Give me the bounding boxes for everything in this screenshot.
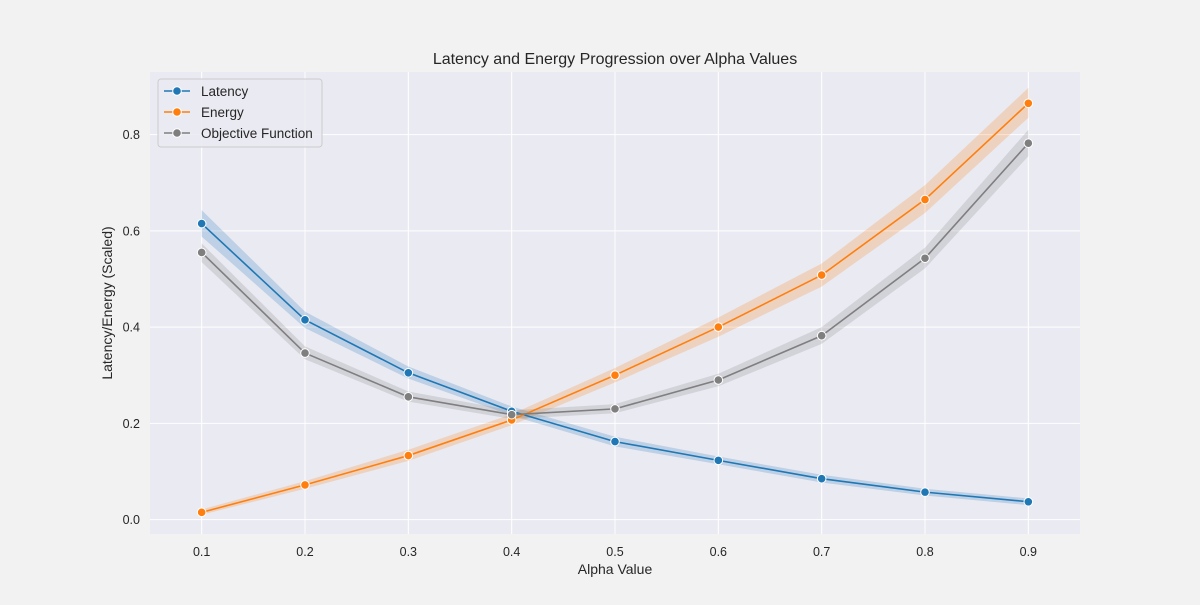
objective-function-point [920,253,930,264]
energy-point [920,194,930,205]
x-axis-label: Alpha Value [578,561,653,577]
grid-lines [150,72,1080,534]
legend: Latency Energy Objective Function [157,78,323,148]
series-points [196,98,1034,518]
objective-function-point [300,348,310,358]
latency-point [920,487,930,497]
x-tick-label: 0.9 [1020,545,1037,559]
y-axis-ticks: 0.0 0.2 0.4 0.6 0.8 [123,128,140,527]
energy-legend-marker [172,107,182,117]
latency-point [300,315,310,325]
energy-point [300,480,310,490]
y-tick-label: 0.2 [123,417,140,431]
x-tick-label: 0.2 [296,545,313,559]
y-tick-label: 0.6 [123,224,140,238]
x-tick-label: 0.6 [710,545,727,559]
x-axis-ticks: 0.1 0.2 0.3 0.4 0.5 0.6 0.7 0.8 0.9 [193,545,1037,559]
objective-function-point [403,392,414,402]
latency-point [1023,496,1034,507]
objective-function-legend-label: Objective Function [201,126,313,141]
x-tick-label: 0.8 [916,545,933,559]
y-tick-label: 0.8 [123,128,140,142]
y-tick-label: 0.0 [123,513,140,527]
objective-function-point [610,404,620,414]
energy-point [713,322,724,332]
chart-title: Latency and Energy Progression over Alph… [433,51,797,68]
y-axis-label: Latency/Energy (Scaled) [99,226,115,379]
energy-point [1023,98,1034,109]
energy-point [610,370,620,380]
objective-function-point [506,409,517,420]
x-tick-label: 0.1 [193,545,210,559]
y-tick-label: 0.4 [123,321,140,335]
legend-box [157,78,323,148]
latency-legend-label: Latency [201,84,249,99]
latency-point [713,455,724,466]
x-tick-label: 0.3 [400,545,417,559]
latency-legend-marker [172,86,182,96]
x-tick-label: 0.4 [503,545,520,559]
latency-point [196,218,207,229]
energy-point [196,507,207,518]
objective-function-point [196,247,207,258]
x-tick-label: 0.7 [813,545,830,559]
objective-function-point [713,375,724,385]
energy-point [403,450,414,461]
latency-point [403,367,414,378]
latency-point [816,473,827,484]
objective-function-point [816,330,827,341]
objective-function-legend-marker [172,128,182,138]
latency-point [610,436,620,447]
energy-legend-label: Energy [201,105,244,120]
objective-function-point [1023,138,1034,149]
energy-point [816,270,827,280]
x-tick-label: 0.5 [606,545,623,559]
